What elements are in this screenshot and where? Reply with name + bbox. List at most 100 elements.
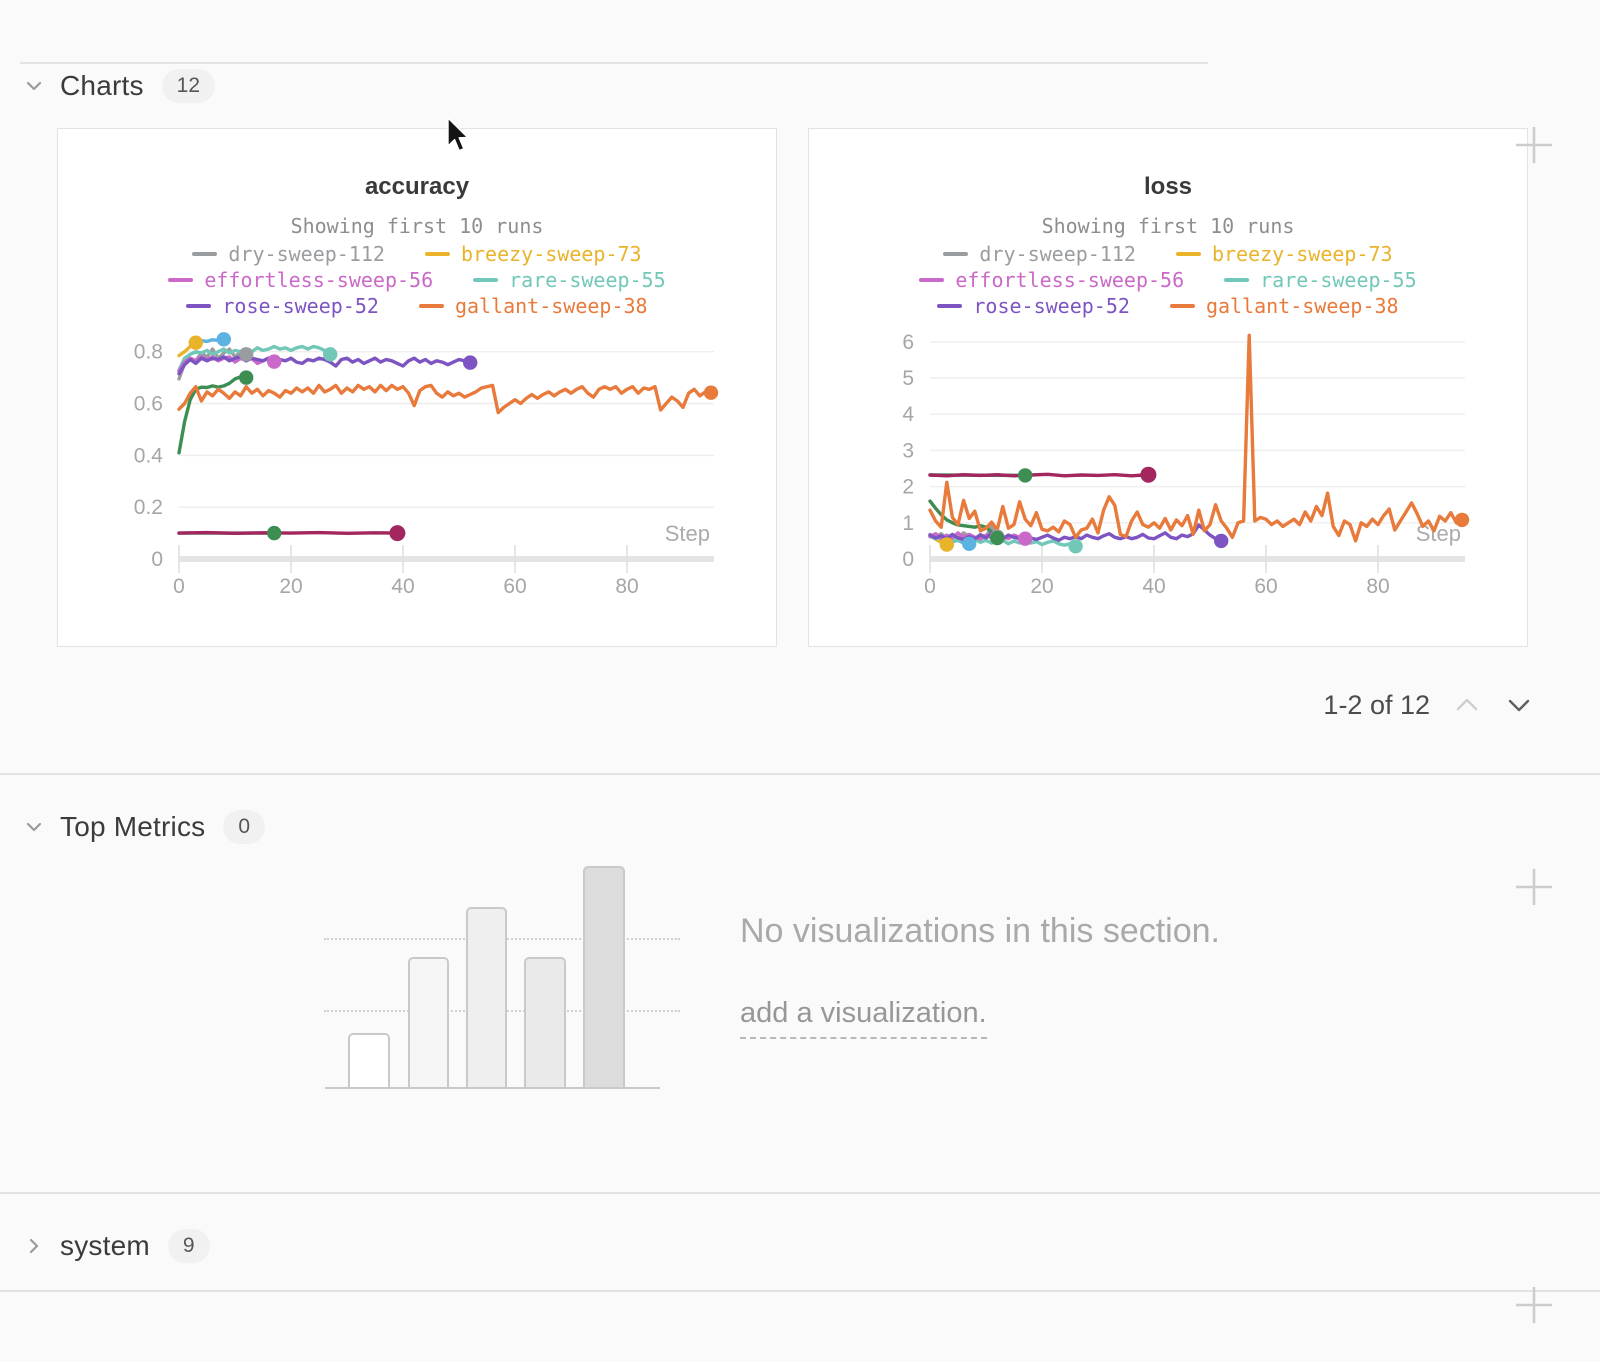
- legend-run-name: breezy-sweep-73: [1211, 242, 1393, 266]
- svg-text:60: 60: [1254, 575, 1277, 598]
- illustration-bar: [348, 1033, 390, 1087]
- legend-run-name: effortless-sweep-56: [204, 268, 434, 292]
- top-metrics-section-header: Top Metrics 0: [0, 803, 1600, 851]
- legend-item: rose-sweep-52: [937, 294, 1130, 318]
- legend-item: effortless-sweep-56: [919, 268, 1184, 292]
- charts-pagination: 1-2 of 12: [0, 683, 1600, 727]
- bottom-divider: [0, 1290, 1600, 1292]
- svg-text:60: 60: [503, 575, 526, 598]
- svg-text:6: 6: [902, 331, 914, 354]
- charts-section-header: Charts 12: [0, 62, 1600, 110]
- legend-dash-icon: [919, 278, 945, 282]
- legend-dash-icon: [1175, 252, 1201, 256]
- legend-item: rare-sweep-55: [473, 268, 666, 292]
- chart-title: loss: [1143, 173, 1193, 200]
- legend-row: dry-sweep-112 breezy-sweep-73: [58, 241, 776, 267]
- top-metrics-count-badge: 0: [223, 810, 266, 844]
- legend-dash-icon: [1169, 304, 1195, 308]
- legend-row: dry-sweep-112 breezy-sweep-73: [809, 241, 1527, 267]
- svg-text:0.6: 0.6: [134, 393, 163, 416]
- legend-run-name: dry-sweep-112: [228, 242, 385, 266]
- legend-item: breezy-sweep-73: [1175, 242, 1393, 266]
- add-visualization-link[interactable]: add a visualization.: [740, 997, 987, 1039]
- legend-dash-icon: [943, 252, 969, 256]
- panels-dashboard: { "theme": { "background": "#fafafa", "c…: [0, 62, 1600, 1362]
- section-divider: [0, 773, 1600, 775]
- svg-text:5: 5: [902, 367, 914, 390]
- svg-text:40: 40: [1142, 575, 1165, 598]
- chevron-down-icon[interactable]: [22, 74, 46, 98]
- add-system-panel-button[interactable]: [1515, 1286, 1553, 1324]
- legend-run-name: gallant-sweep-38: [454, 294, 648, 318]
- svg-text:2: 2: [902, 476, 914, 499]
- legend-row: rose-sweep-52 gallant-sweep-38: [58, 293, 776, 319]
- illustration-bar: [583, 866, 625, 1087]
- illustration-bar: [524, 957, 566, 1087]
- legend-run-name: breezy-sweep-73: [460, 242, 642, 266]
- svg-text:0: 0: [151, 548, 163, 571]
- chart-legend: dry-sweep-112 breezy-sweep-73 effortless-s…: [58, 241, 776, 319]
- add-visualization-button[interactable]: [1515, 868, 1553, 906]
- chevron-down-icon[interactable]: [22, 815, 46, 839]
- legend-dash-icon: [424, 252, 450, 256]
- charts-count-badge: 12: [161, 69, 216, 103]
- svg-text:20: 20: [279, 575, 302, 598]
- chevron-right-icon[interactable]: [22, 1234, 46, 1258]
- system-section-header: system 9: [0, 1222, 1600, 1270]
- legend-run-name: rose-sweep-52: [222, 294, 379, 318]
- svg-text:3: 3: [902, 439, 914, 462]
- svg-text:0.4: 0.4: [134, 444, 164, 467]
- legend-item: rare-sweep-55: [1224, 268, 1417, 292]
- illustration-bar: [466, 907, 507, 1087]
- legend-item: rose-sweep-52: [186, 294, 379, 318]
- svg-text:4: 4: [902, 403, 914, 426]
- legend-item: dry-sweep-112: [943, 242, 1136, 266]
- top-metrics-empty-state: No visualizations in this section. add a…: [0, 866, 1600, 1106]
- legend-item: effortless-sweep-56: [168, 268, 433, 292]
- page-down-button[interactable]: [1504, 695, 1534, 715]
- chart-legend: dry-sweep-112 breezy-sweep-73 effortless-s…: [809, 241, 1527, 319]
- illustration-bar: [408, 957, 449, 1087]
- legend-run-name: rare-sweep-55: [1260, 268, 1417, 292]
- section-divider: [0, 1192, 1600, 1194]
- accuracy-panel[interactable]: accuracy Showing first 10 runs dry-sweep…: [57, 128, 777, 647]
- loss-panel[interactable]: loss Showing first 10 runs dry-sweep-112…: [808, 128, 1528, 647]
- top-metrics-section-title: Top Metrics: [60, 811, 206, 842]
- svg-text:0: 0: [902, 548, 914, 571]
- legend-run-name: dry-sweep-112: [979, 242, 1136, 266]
- svg-text:0.2: 0.2: [134, 496, 163, 519]
- svg-text:0: 0: [173, 575, 185, 598]
- add-panel-button[interactable]: [1515, 126, 1553, 164]
- legend-item: gallant-sweep-38: [1169, 294, 1399, 318]
- legend-run-name: gallant-sweep-38: [1205, 294, 1399, 318]
- chart-subtitle: Showing first 10 runs: [1041, 214, 1295, 238]
- legend-dash-icon: [1224, 278, 1250, 282]
- bar-chart-illustration: [324, 866, 680, 1089]
- legend-run-name: rare-sweep-55: [509, 268, 666, 292]
- system-section-title: system: [60, 1230, 150, 1261]
- svg-text:40: 40: [391, 575, 414, 598]
- legend-item: gallant-sweep-38: [418, 294, 648, 318]
- pagination-label: 1-2 of 12: [1323, 689, 1430, 720]
- legend-item: breezy-sweep-73: [424, 242, 642, 266]
- legend-row: effortless-sweep-56 rare-sweep-55: [58, 267, 776, 293]
- svg-text:80: 80: [615, 575, 638, 598]
- legend-dash-icon: [192, 252, 218, 256]
- svg-text:0: 0: [924, 575, 936, 598]
- legend-row: rose-sweep-52 gallant-sweep-38: [809, 293, 1527, 319]
- svg-text:80: 80: [1366, 575, 1389, 598]
- page-up-button[interactable]: [1452, 695, 1482, 715]
- system-count-badge: 9: [167, 1229, 210, 1263]
- legend-dash-icon: [937, 304, 963, 308]
- legend-dash-icon: [186, 304, 212, 308]
- legend-dash-icon: [418, 304, 444, 308]
- legend-dash-icon: [168, 278, 194, 282]
- charts-section-title: Charts: [60, 70, 144, 101]
- legend-dash-icon: [473, 278, 499, 282]
- chart-title: accuracy: [364, 173, 470, 200]
- chart-subtitle: Showing first 10 runs: [290, 214, 544, 238]
- svg-text:0.8: 0.8: [134, 341, 163, 364]
- legend-run-name: effortless-sweep-56: [955, 268, 1185, 292]
- illustration-baseline: [325, 1087, 660, 1089]
